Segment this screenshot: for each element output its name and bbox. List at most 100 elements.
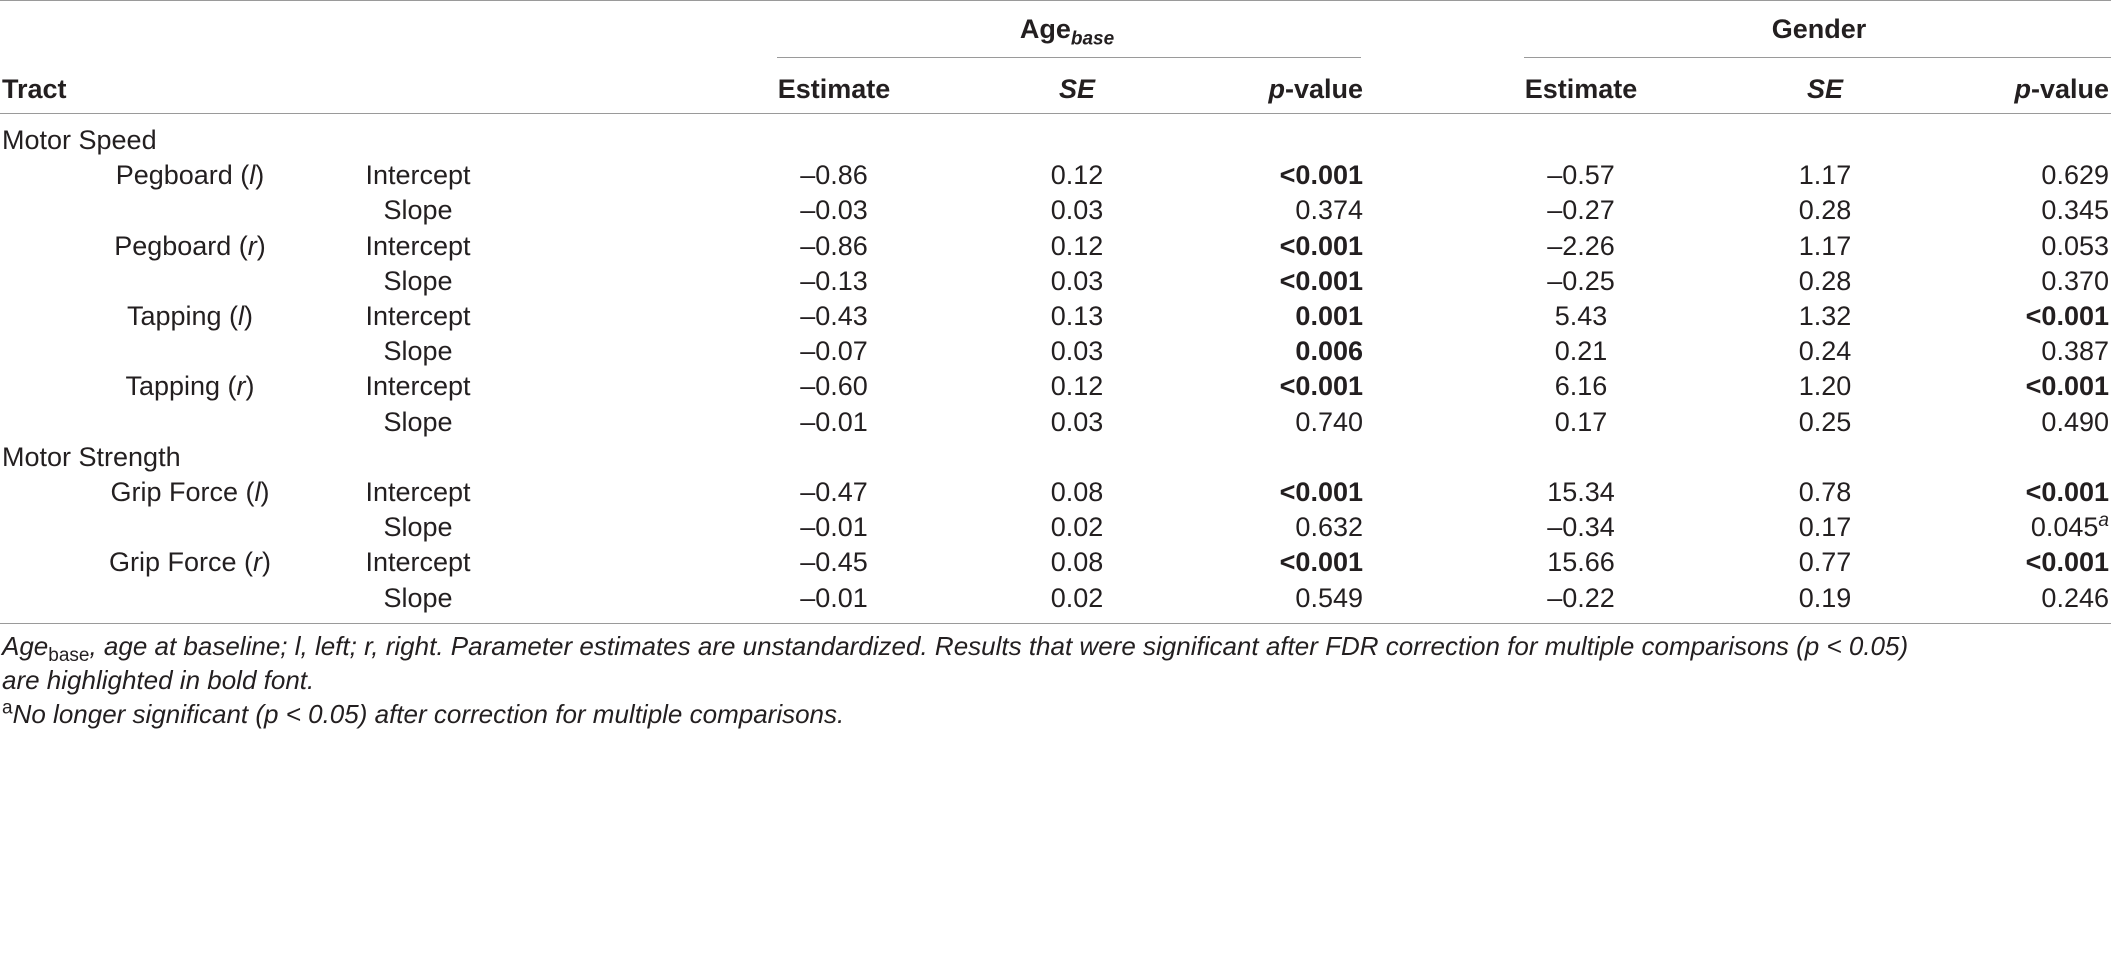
measure-label: Grip Force (l) — [110, 477, 270, 507]
cell-estimate-gender: 5.43 — [1554, 301, 1608, 331]
cell-estimate-gender: 0.17 — [1554, 406, 1608, 437]
cell-se-gender: 0.19 — [1798, 582, 1852, 613]
cell-pvalue-gender: 0.045a — [2030, 510, 2109, 543]
cell-pvalue-age: 0.374 — [1295, 195, 1363, 226]
cell-se-gender: 0.25 — [1798, 406, 1852, 437]
cell-pvalue-age: 0.740 — [1295, 406, 1363, 437]
parameter-label: Slope — [383, 582, 453, 613]
group-header-gender: Gender — [1771, 14, 1867, 44]
cell-se-gender: 0.78 — [1798, 477, 1852, 507]
col-header-pvalue-age: p-value — [1268, 74, 1363, 104]
measure-label: Pegboard (l) — [115, 160, 265, 191]
footnote-abbreviations-cont: are highlighted in bold font. — [2, 665, 315, 695]
cell-estimate-age: –0.86 — [800, 160, 868, 191]
cell-pvalue-gender: <0.001 — [2025, 477, 2109, 507]
cell-estimate-age: –0.60 — [800, 371, 868, 402]
cell-pvalue-gender: 0.490 — [2041, 406, 2109, 437]
cell-pvalue-age: 0.006 — [1295, 336, 1363, 367]
col-header-estimate-gender: Estimate — [1524, 74, 1638, 104]
cell-pvalue-age: <0.001 — [1279, 547, 1363, 578]
cell-pvalue-gender: <0.001 — [2025, 301, 2109, 331]
parameter-label: Intercept — [365, 547, 471, 578]
cell-se-gender: 0.28 — [1798, 265, 1852, 296]
cell-se-age: 0.12 — [1050, 230, 1104, 261]
cell-se-gender: 0.17 — [1798, 512, 1852, 543]
measure-label: Tapping (r) — [125, 371, 255, 402]
cell-se-age: 0.08 — [1050, 477, 1104, 507]
group-header-age: Agebase — [1019, 14, 1115, 50]
cell-estimate-age: –0.43 — [800, 301, 868, 331]
cell-estimate-age: –0.07 — [800, 336, 868, 367]
parameter-label: Slope — [383, 406, 453, 437]
header-rule — [0, 113, 2111, 114]
col-header-tract: Tract — [2, 74, 67, 104]
cell-pvalue-age: <0.001 — [1279, 371, 1363, 402]
cell-estimate-age: –0.01 — [800, 406, 868, 437]
cell-se-gender: 1.20 — [1798, 371, 1852, 402]
cell-se-age: 0.02 — [1050, 512, 1104, 543]
cell-estimate-gender: 6.16 — [1554, 371, 1608, 402]
cell-se-gender: 0.28 — [1798, 195, 1852, 226]
cell-estimate-age: –0.01 — [800, 582, 868, 613]
col-header-estimate-age: Estimate — [777, 74, 891, 104]
cell-pvalue-age: 0.001 — [1295, 301, 1363, 331]
cell-pvalue-gender: 0.387 — [2041, 336, 2109, 367]
cell-pvalue-gender: <0.001 — [2025, 371, 2109, 402]
measure-label: Tapping (l) — [126, 301, 254, 331]
cell-estimate-gender: 0.21 — [1554, 336, 1608, 367]
cell-pvalue-gender: 0.246 — [2041, 582, 2109, 613]
cell-estimate-age: –0.01 — [800, 512, 868, 543]
parameter-label: Intercept — [365, 371, 471, 402]
section-title: Motor Speed — [2, 125, 157, 155]
cell-estimate-gender: –0.57 — [1547, 160, 1615, 191]
parameter-label: Slope — [383, 195, 453, 226]
cell-estimate-gender: –0.34 — [1547, 512, 1615, 543]
parameter-label: Slope — [383, 336, 453, 367]
col-header-pvalue-gender: p-value — [2014, 74, 2109, 104]
col-header-se-age: SE — [1058, 74, 1096, 104]
footnote-abbreviations: Agebase, age at baseline; l, left; r, ri… — [2, 631, 1909, 667]
cell-se-gender: 0.24 — [1798, 336, 1852, 367]
parameter-label: Intercept — [365, 477, 471, 507]
cell-pvalue-gender: 0.053 — [2041, 230, 2109, 261]
parameter-label: Intercept — [365, 160, 471, 191]
parameter-label: Slope — [383, 512, 453, 543]
cell-se-age: 0.12 — [1050, 160, 1104, 191]
cell-se-gender: 1.17 — [1798, 230, 1852, 261]
measure-label: Grip Force (r) — [108, 547, 272, 578]
measure-label: Pegboard (r) — [114, 230, 266, 261]
cell-se-age: 0.08 — [1050, 547, 1104, 578]
cell-pvalue-gender: 0.370 — [2041, 265, 2109, 296]
cell-estimate-gender: 15.66 — [1547, 547, 1615, 578]
cell-pvalue-age: <0.001 — [1279, 477, 1363, 507]
cell-pvalue-age: <0.001 — [1279, 230, 1363, 261]
cell-estimate-age: –0.03 — [800, 195, 868, 226]
cell-se-age: 0.03 — [1050, 406, 1104, 437]
cell-se-age: 0.03 — [1050, 265, 1104, 296]
cell-se-gender: 1.17 — [1798, 160, 1852, 191]
cell-se-age: 0.03 — [1050, 195, 1104, 226]
cell-pvalue-age: <0.001 — [1279, 160, 1363, 191]
cell-pvalue-gender: 0.345 — [2041, 195, 2109, 226]
parameter-label: Intercept — [365, 230, 471, 261]
cell-se-age: 0.12 — [1050, 371, 1104, 402]
cell-estimate-age: –0.45 — [800, 547, 868, 578]
section-title: Motor Strength — [2, 441, 181, 472]
cell-se-age: 0.02 — [1050, 582, 1104, 613]
age-group-rule — [777, 57, 1361, 58]
cell-estimate-age: –0.47 — [800, 477, 868, 507]
cell-pvalue-gender: <0.001 — [2025, 547, 2109, 578]
cell-pvalue-gender: 0.629 — [2041, 160, 2109, 191]
col-header-se-gender: SE — [1806, 74, 1844, 104]
gender-group-rule — [1524, 57, 2111, 58]
cell-pvalue-age: <0.001 — [1279, 265, 1363, 296]
cell-se-age: 0.13 — [1050, 301, 1104, 331]
parameter-label: Intercept — [365, 301, 471, 331]
cell-estimate-gender: –2.26 — [1547, 230, 1615, 261]
cell-estimate-age: –0.13 — [800, 265, 868, 296]
top-rule — [0, 0, 2111, 1]
cell-estimate-gender: –0.27 — [1547, 195, 1615, 226]
cell-se-age: 0.03 — [1050, 336, 1104, 367]
cell-se-gender: 0.77 — [1798, 547, 1852, 578]
parameter-label: Slope — [383, 265, 453, 296]
